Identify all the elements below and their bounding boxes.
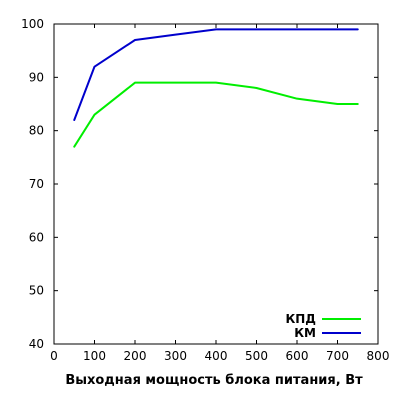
plot-frame: [53, 23, 379, 345]
x-tick-label: 0: [50, 349, 58, 363]
y-tick-label: 40: [29, 337, 44, 351]
y-tick-label: 100: [21, 17, 44, 31]
y-tick-label: 90: [29, 70, 44, 84]
y-tick-label: 70: [29, 177, 44, 191]
x-axis-title: Выходная мощность блока питания, Вт: [65, 373, 363, 388]
legend-label: КПД: [285, 312, 316, 326]
x-tick-label: 100: [83, 349, 106, 363]
x-tick-label: 800: [367, 349, 390, 363]
x-tick-label: 200: [124, 349, 147, 363]
series-line-2: [73, 28, 359, 121]
x-tick-label: 300: [164, 349, 187, 363]
y-tick-label: 50: [29, 284, 44, 298]
series-layer: [73, 28, 359, 148]
x-tick-label: 700: [326, 349, 349, 363]
legend-label: КМ: [294, 326, 316, 340]
series-line-1: [73, 81, 359, 148]
x-tick-label: 600: [286, 349, 309, 363]
x-tick-label: 400: [205, 349, 228, 363]
axes: 0 100 200 300 400 500 600 700 800 40 50 60 70 80 90 100: [21, 17, 389, 363]
y-tick-label: 80: [29, 124, 44, 138]
y-tick-label: 60: [29, 230, 44, 244]
x-tick-label: 500: [245, 349, 268, 363]
